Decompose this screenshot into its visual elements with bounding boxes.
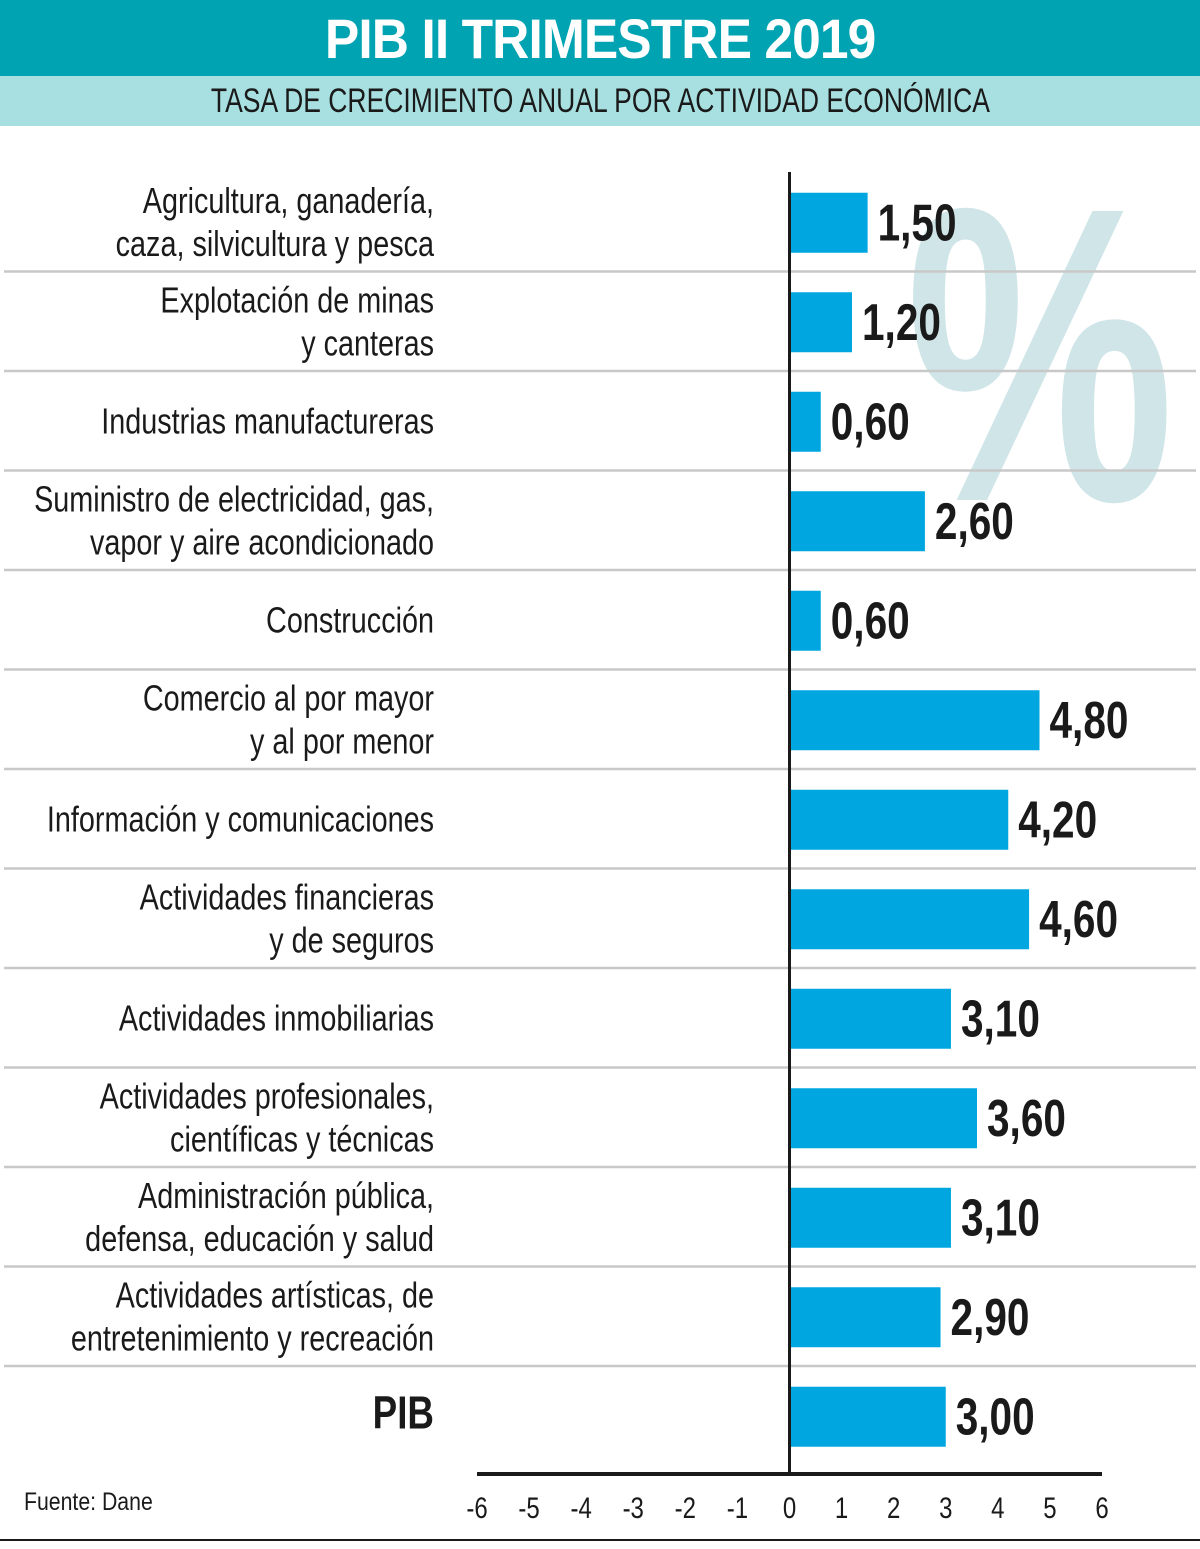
category-label-line: entretenimiento y recreación xyxy=(71,1318,434,1359)
bar xyxy=(789,889,1030,950)
category-label-line: y canteras xyxy=(301,323,434,364)
category-label-line: científicas y técnicas xyxy=(170,1119,434,1160)
value-label: 0,60 xyxy=(831,592,910,650)
category-label: Actividades inmobiliarias xyxy=(119,998,434,1039)
category-label-line: Administración pública, xyxy=(138,1175,434,1216)
x-tick-label: 1 xyxy=(835,1490,848,1524)
value-label: 3,00 xyxy=(956,1388,1035,1446)
value-label: 3,60 xyxy=(987,1089,1066,1147)
category-label-line: caza, silvicultura y pesca xyxy=(116,223,435,264)
bar xyxy=(789,690,1040,751)
x-tick-label: -6 xyxy=(466,1490,487,1524)
category-label-line: y al por menor xyxy=(250,721,434,762)
category-label: Agricultura, ganadería, caza, silvicultur… xyxy=(116,180,435,264)
x-tick-label: -2 xyxy=(675,1490,696,1524)
x-tick-label: 5 xyxy=(1043,1490,1056,1524)
category-label: Explotación de minas y canteras xyxy=(160,280,434,364)
category-label: Información y comunicaciones xyxy=(47,799,434,840)
subtitle-bar: TASA DE CRECIMIENTO ANUAL POR ACTIVIDAD … xyxy=(0,76,1200,126)
category-label-line: Actividades profesionales, xyxy=(100,1076,434,1117)
x-tick-label: 6 xyxy=(1095,1490,1108,1524)
title-bar: PIB II TRIMESTRE 2019 xyxy=(0,0,1200,76)
value-label: 1,20 xyxy=(862,293,941,351)
category-label-line: Actividades inmobiliarias xyxy=(119,998,434,1039)
page-subtitle: TASA DE CRECIMIENTO ANUAL POR ACTIVIDAD … xyxy=(210,81,990,120)
bar xyxy=(789,1287,941,1348)
bar xyxy=(789,789,1009,850)
page-title: PIB II TRIMESTRE 2019 xyxy=(324,6,876,70)
category-label: Construcción xyxy=(266,600,434,641)
value-label: 4,60 xyxy=(1039,890,1118,948)
category-label-line: vapor y aire acondicionado xyxy=(90,522,434,563)
category-label: Comercio al por mayor y al por menor xyxy=(143,678,434,762)
value-label: 3,10 xyxy=(961,1189,1040,1247)
bar xyxy=(789,292,852,353)
category-label-line: PIB xyxy=(373,1387,434,1439)
x-tick-label: -3 xyxy=(623,1490,644,1524)
category-label-line: Información y comunicaciones xyxy=(47,799,434,840)
category-label-line: Explotación de minas xyxy=(160,280,434,321)
category-label-line: Construcción xyxy=(266,600,434,641)
value-label: 1,50 xyxy=(878,194,957,252)
x-tick-label: -5 xyxy=(518,1490,539,1524)
value-label: 0,60 xyxy=(831,393,910,451)
category-label: Administración pública, defensa, educació… xyxy=(85,1175,434,1259)
value-label: 2,60 xyxy=(935,492,1014,550)
x-tick-label: -1 xyxy=(727,1490,748,1524)
category-label: Suministro de electricidad, gas, vapor y … xyxy=(34,479,434,563)
x-tick-label: 2 xyxy=(887,1490,900,1524)
x-tick-label: 3 xyxy=(939,1490,952,1524)
category-label-line: Actividades financieras xyxy=(140,877,434,918)
x-tick-label: 0 xyxy=(783,1490,796,1524)
category-label: PIB xyxy=(373,1387,434,1439)
source-note: Fuente: Dane xyxy=(24,1488,153,1516)
bar xyxy=(789,1386,946,1447)
category-label: Actividades artísticas, de entretenimient… xyxy=(71,1275,434,1359)
value-label: 3,10 xyxy=(961,990,1040,1048)
category-label-line: Industrias manufactureras xyxy=(101,401,434,442)
category-label: Industrias manufactureras xyxy=(101,401,434,442)
category-label-line: defensa, educación y salud xyxy=(85,1218,434,1259)
value-label: 4,20 xyxy=(1018,791,1097,849)
bar xyxy=(789,491,925,552)
category-label-line: Suministro de electricidad, gas, xyxy=(34,479,434,520)
category-label-line: y de seguros xyxy=(269,920,434,961)
bar xyxy=(789,1088,977,1149)
bar xyxy=(789,988,951,1049)
x-tick-label: -4 xyxy=(570,1490,591,1524)
bar xyxy=(789,192,868,253)
category-label: Actividades financieras y de seguros xyxy=(140,877,434,961)
category-label-line: Actividades artísticas, de xyxy=(116,1275,434,1316)
category-label-line: Agricultura, ganadería, xyxy=(143,180,434,221)
bar xyxy=(789,391,821,452)
bar xyxy=(789,590,821,651)
category-label: Actividades profesionales, científicas y … xyxy=(100,1076,434,1160)
value-label: 4,80 xyxy=(1050,691,1129,749)
percent-watermark: % xyxy=(906,120,1175,589)
bar xyxy=(789,1187,951,1248)
x-tick-label: 4 xyxy=(991,1490,1004,1524)
category-label-line: Comercio al por mayor xyxy=(143,678,434,719)
value-label: 2,90 xyxy=(951,1288,1030,1346)
